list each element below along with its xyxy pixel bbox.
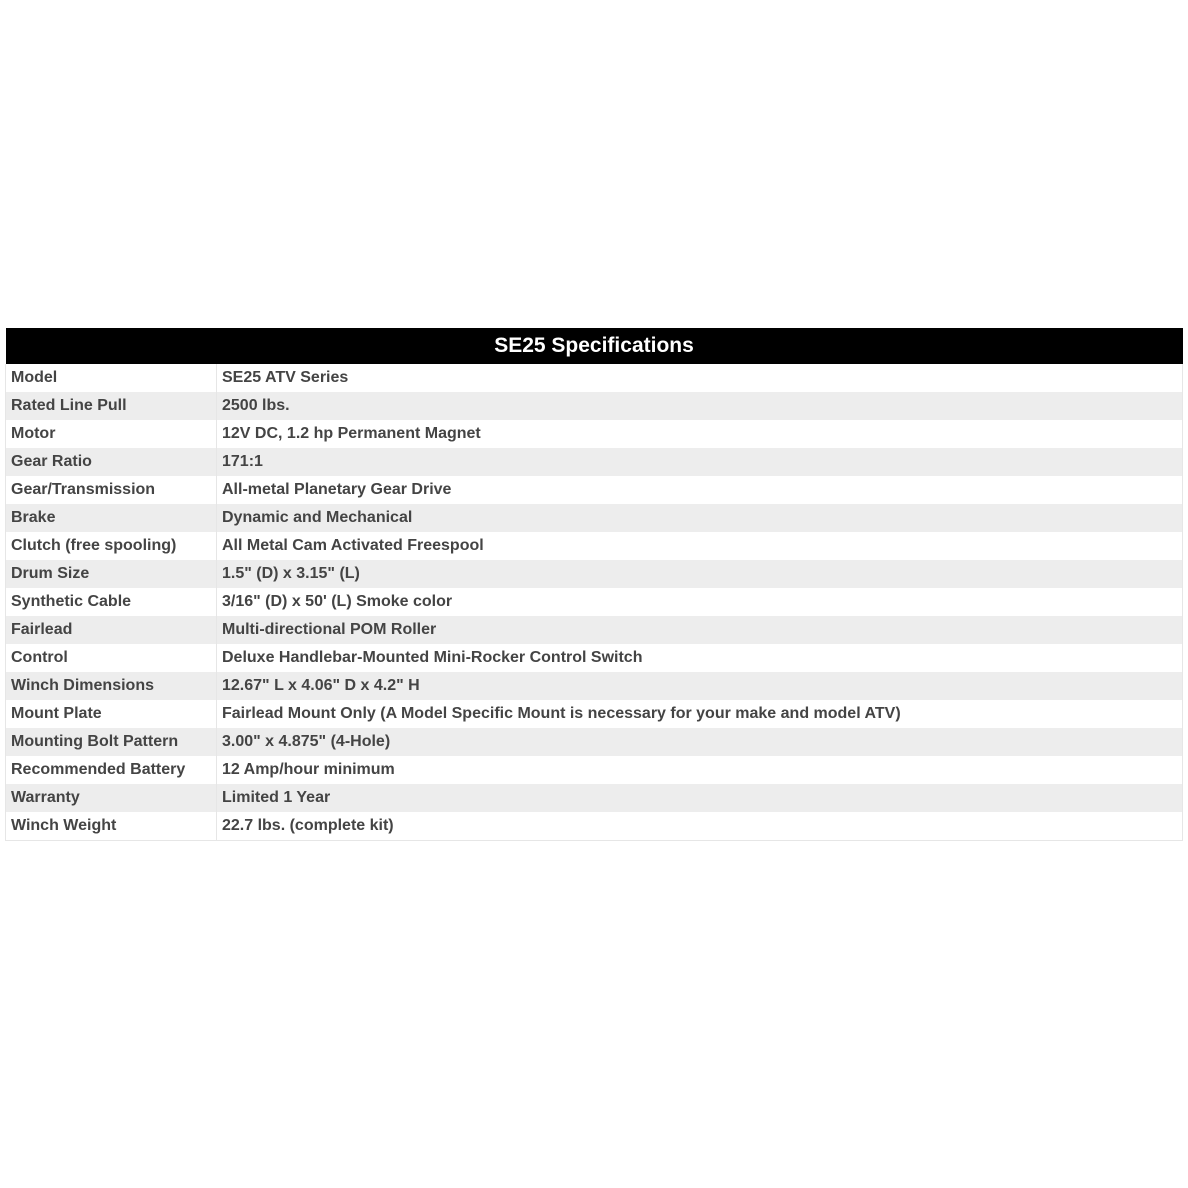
- spec-label: Warranty: [5, 784, 217, 812]
- spec-value: All Metal Cam Activated Freespool: [216, 532, 1183, 560]
- spec-value: SE25 ATV Series: [216, 364, 1183, 392]
- spec-value: Deluxe Handlebar-Mounted Mini-Rocker Con…: [216, 644, 1183, 672]
- spec-label: Control: [5, 644, 217, 672]
- spec-label: Clutch (free spooling): [5, 532, 217, 560]
- spec-label: Gear/Transmission: [5, 476, 217, 504]
- spec-value: 2500 lbs.: [216, 392, 1183, 420]
- spec-value: Limited 1 Year: [216, 784, 1183, 812]
- spec-value: 12 Amp/hour minimum: [216, 756, 1183, 784]
- table-row: Motor 12V DC, 1.2 hp Permanent Magnet: [5, 420, 1183, 448]
- table-row: Gear/Transmission All-metal Planetary Gea…: [5, 476, 1183, 504]
- spec-label: Brake: [5, 504, 217, 532]
- spec-label: Winch Weight: [5, 812, 217, 841]
- spec-value: 12.67" L x 4.06" D x 4.2" H: [216, 672, 1183, 700]
- table-row: Winch Dimensions 12.67" L x 4.06" D x 4.2…: [5, 672, 1183, 700]
- spec-label: Fairlead: [5, 616, 217, 644]
- spec-label: Motor: [5, 420, 217, 448]
- table-row: Fairlead Multi-directional POM Roller: [5, 616, 1183, 644]
- spec-label: Rated Line Pull: [5, 392, 217, 420]
- spec-label: Synthetic Cable: [5, 588, 217, 616]
- table-row: Warranty Limited 1 Year: [5, 784, 1183, 812]
- spec-label: Mounting Bolt Pattern: [5, 728, 217, 756]
- table-row: Mount Plate Fairlead Mount Only (A Model …: [5, 700, 1183, 728]
- spec-label: Recommended Battery: [5, 756, 217, 784]
- table-row: Gear Ratio 171:1: [5, 448, 1183, 476]
- table-row: Recommended Battery 12 Amp/hour minimum: [5, 756, 1183, 784]
- table-row: Model SE25 ATV Series: [5, 364, 1183, 392]
- spec-value: 3.00" x 4.875" (4-Hole): [216, 728, 1183, 756]
- spec-value: Fairlead Mount Only (A Model Specific Mo…: [216, 700, 1183, 728]
- spec-value: 1.5" (D) x 3.15" (L): [216, 560, 1183, 588]
- table-row: Clutch (free spooling) All Metal Cam Acti…: [5, 532, 1183, 560]
- spec-value: Dynamic and Mechanical: [216, 504, 1183, 532]
- spec-label: Model: [5, 364, 217, 392]
- spec-label: Drum Size: [5, 560, 217, 588]
- spec-value: 12V DC, 1.2 hp Permanent Magnet: [216, 420, 1183, 448]
- specifications-table: SE25 Specifications Model SE25 ATV Series…: [5, 328, 1183, 841]
- table-row: Winch Weight 22.7 lbs. (complete kit): [5, 812, 1183, 841]
- table-title: SE25 Specifications: [5, 328, 1183, 364]
- table-row: Rated Line Pull 2500 lbs.: [5, 392, 1183, 420]
- spec-value: Multi-directional POM Roller: [216, 616, 1183, 644]
- table-row: Control Deluxe Handlebar-Mounted Mini-Roc…: [5, 644, 1183, 672]
- spec-value: 3/16" (D) x 50' (L) Smoke color: [216, 588, 1183, 616]
- spec-label: Winch Dimensions: [5, 672, 217, 700]
- spec-value: All-metal Planetary Gear Drive: [216, 476, 1183, 504]
- table-row: Mounting Bolt Pattern 3.00" x 4.875" (4-H…: [5, 728, 1183, 756]
- spec-label: Mount Plate: [5, 700, 217, 728]
- table-row: Brake Dynamic and Mechanical: [5, 504, 1183, 532]
- table-row: Drum Size 1.5" (D) x 3.15" (L): [5, 560, 1183, 588]
- spec-value: 22.7 lbs. (complete kit): [216, 812, 1183, 841]
- table-row: Synthetic Cable 3/16" (D) x 50' (L) Smoke…: [5, 588, 1183, 616]
- spec-label: Gear Ratio: [5, 448, 217, 476]
- spec-value: 171:1: [216, 448, 1183, 476]
